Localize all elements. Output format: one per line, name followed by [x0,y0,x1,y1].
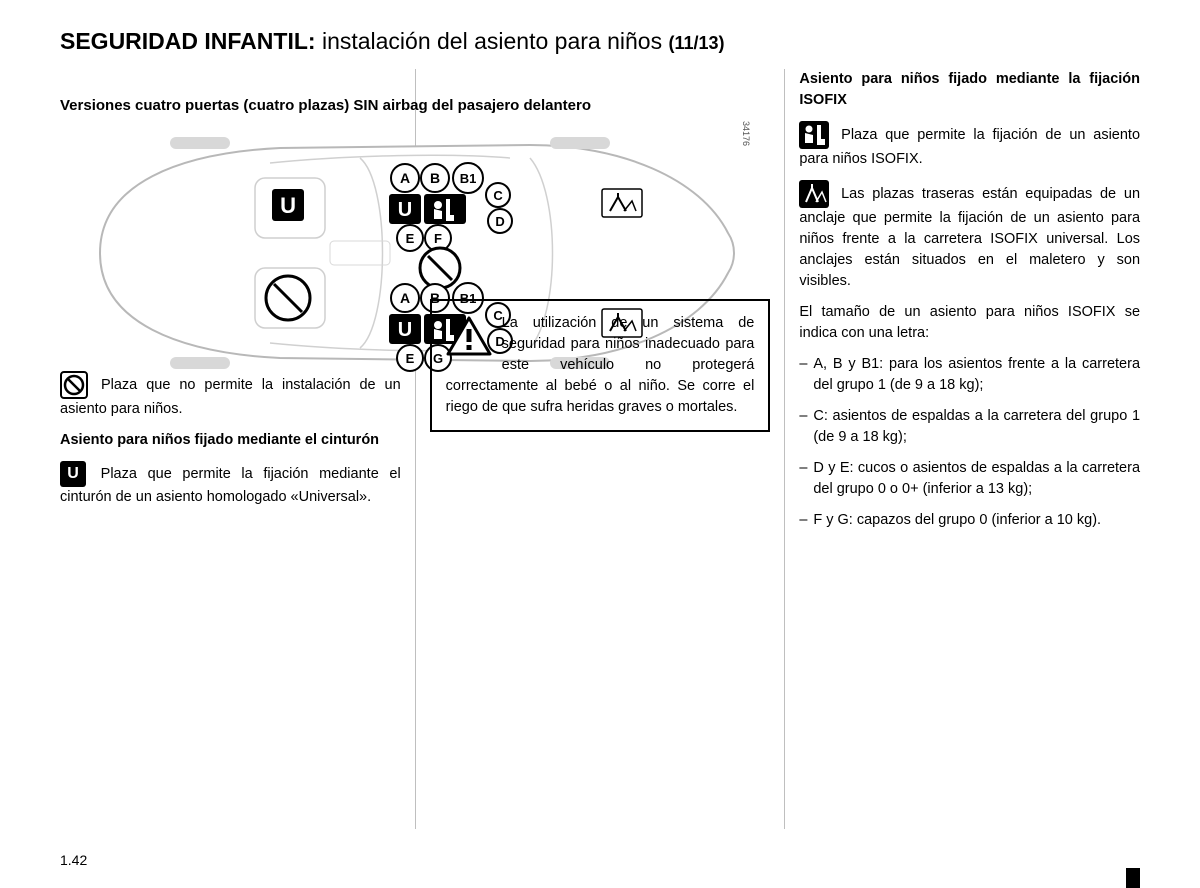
belt-heading: Asiento para niños fijado mediante el ci… [60,430,401,451]
page-title: SEGURIDAD INFANTIL: instalación del asie… [60,28,1140,55]
title-sub: instalación del asiento para niños [316,28,669,54]
column-left: Versiones cuatro puertas (cuatro plazas)… [60,69,416,829]
list-item: D y E: cucos o asientos de espaldas a la… [813,458,1140,500]
content-columns: Versiones cuatro puertas (cuatro plazas)… [60,69,1140,829]
warning-icon [446,315,492,357]
u-icon: U [60,461,86,487]
title-counter: (11/13) [668,33,724,53]
column-middle: La utilización de un sistema de segurida… [416,69,786,829]
isofix-seat-legend: Plaza que permite la fijación de un asie… [799,121,1140,170]
u-text: Plaza que permite la fijación mediante e… [60,466,401,505]
svg-text:E: E [406,231,415,246]
warning-text: La utilización de un sistema de segurida… [446,315,755,415]
svg-text:A: A [400,170,410,186]
anchor-text: Las plazas traseras están equipadas de u… [799,186,1140,289]
u-legend: U Plaza que permite la fijación mediante… [60,461,401,508]
isofix-seat-icon [799,121,829,149]
svg-text:U: U [398,199,412,221]
warning-box: La utilización de un sistema de segurida… [430,299,771,432]
anchor-legend: Las plazas traseras están equipadas de u… [799,180,1140,292]
isofix-heading: Asiento para niños fijado mediante la fi… [799,69,1140,111]
list-item: A, B y B1: para los asientos frente a la… [813,354,1140,396]
size-intro: El tamaño de un asiento para niños ISOFI… [799,302,1140,344]
size-list: A, B y B1: para los asientos frente a la… [799,354,1140,531]
svg-text:U: U [280,193,296,218]
title-main: SEGURIDAD INFANTIL: [60,28,316,54]
isofix-seat-text: Plaza que permite la fijación de un asie… [799,127,1140,167]
corner-mark [1126,868,1140,888]
svg-text:U: U [398,319,412,341]
column-right: Asiento para niños fijado mediante la fi… [785,69,1140,829]
page-number: 1.42 [60,852,87,868]
svg-text:E: E [406,351,415,366]
anchor-icon [799,180,829,208]
list-item: F y G: capazos del grupo 0 (inferior a 1… [813,510,1140,531]
list-item: C: asientos de espaldas a la carretera d… [813,406,1140,448]
svg-text:A: A [400,290,410,306]
